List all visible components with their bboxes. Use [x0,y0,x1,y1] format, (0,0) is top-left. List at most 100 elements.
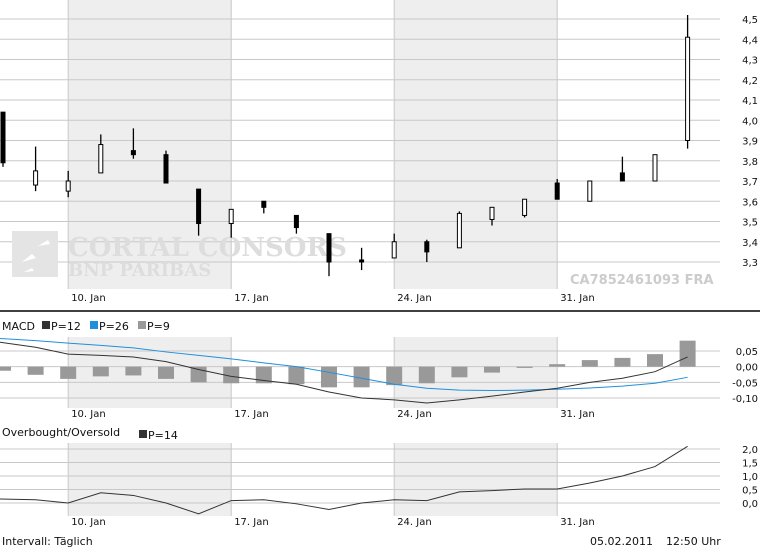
macd-legend: MACD P=12 P=26 P=9 [2,320,170,333]
watermark-brand: CORTAL CONSORS [68,233,347,263]
legend-swatch-p14 [139,430,147,438]
candle-up [522,198,528,216]
candle-up [391,241,397,259]
candle-down [261,200,267,208]
macd-signal-line [0,337,688,391]
histogram-bar [288,366,305,385]
histogram-bar [125,366,142,376]
isin-label: CA7852461093 FRA [570,273,714,288]
macd-title: MACD [2,320,35,333]
candle-down [130,150,136,156]
candle-down [619,172,625,182]
histogram-bar [581,360,598,367]
y-tick-label: 0,05 [736,347,758,358]
y-tick-label: 4,1 [742,96,758,107]
week-band [394,337,558,408]
y-tick-label: 0,0 [742,499,758,510]
histogram-bar [679,340,696,367]
candle-down [554,182,560,200]
candle-up [456,212,462,249]
obos-title: Overbought/Oversold [2,426,120,439]
y-tick-label: 0,5 [742,486,758,497]
candle-down [326,233,332,263]
candle-down [359,259,365,263]
y-tick-label: 2,0 [742,445,758,456]
candle-down [163,154,169,184]
week-band [68,337,232,408]
candle-up [33,170,39,186]
y-tick-label: 3,6 [742,197,758,208]
histogram-bar [418,366,435,384]
x-tick-label: 10. Jan [71,409,106,420]
candle-up [652,154,658,182]
histogram-bar [549,364,566,367]
watermark-sub: BNP PARIBAS [68,260,211,281]
histogram-bar [386,366,403,386]
candle-down [424,241,430,253]
x-tick-label: 31. Jan [560,293,595,304]
candle-up [587,180,593,202]
x-tick-label: 17. Jan [234,409,269,420]
x-tick-label: 24. Jan [397,517,432,528]
candle-down [293,214,299,229]
histogram-bar [321,366,337,388]
y-tick-label: 3,9 [742,137,758,148]
watermark-logo: CORTAL CONSORS BNP PARIBAS [12,231,347,281]
histogram-bar [451,366,468,378]
histogram-bar [27,366,44,375]
candle-down [196,188,202,225]
y-tick-label: 4,0 [742,116,758,127]
legend-p14: P=14 [148,429,178,442]
legend-p26: P=26 [99,320,129,333]
histogram-bar [158,366,174,379]
y-tick-label: -0,10 [732,394,758,405]
histogram-bar [92,366,109,377]
x-tick-label: 31. Jan [560,409,595,420]
histogram-bar [255,366,272,384]
histogram-bar [484,366,500,373]
y-tick-label: 4,2 [742,76,758,87]
week-band [68,443,232,516]
x-tick-label: 10. Jan [71,293,106,304]
interval-label: Intervall: Täglich [2,535,93,548]
bnp-logo-icon [12,231,58,277]
legend-swatch-p12 [42,321,50,329]
week-band [394,0,558,289]
histogram-bar [516,366,533,368]
overbought-oversold-line [0,445,688,515]
date-label: 05.02.2011 [590,535,653,548]
candle-up [489,206,495,220]
legend-swatch-p26 [90,321,98,329]
obos-legend: Overbought/Oversold P=14 [2,426,178,442]
week-band [68,0,232,289]
histogram-bar [353,366,370,388]
x-tick-label: 10. Jan [71,517,106,528]
week-band [394,443,558,516]
y-tick-label: 1,5 [742,459,758,470]
macd-line [0,341,688,404]
candle-up [685,36,691,141]
y-tick-label: 3,8 [742,157,758,168]
y-tick-label: 4,5 [742,15,758,26]
y-tick-label: -0,05 [732,378,758,389]
legend-p12: P=12 [51,320,81,333]
legend-p9: P=9 [147,320,170,333]
histogram-bar [223,366,240,384]
y-tick-label: 3,4 [742,238,758,249]
y-tick-label: 3,5 [742,218,758,229]
x-tick-label: 17. Jan [234,293,269,304]
candle-down [0,111,6,164]
candle-up [65,180,71,192]
y-tick-label: 3,3 [742,258,758,269]
y-tick-label: 0,00 [736,363,758,374]
x-tick-label: 17. Jan [234,517,269,528]
histogram-bar [0,366,11,371]
candle-up [98,144,104,174]
candle-up [228,208,234,225]
y-tick-label: 4,4 [742,35,758,46]
legend-swatch-p9 [138,321,146,329]
x-tick-label: 24. Jan [397,409,432,420]
y-tick-label: 4,3 [742,56,758,67]
y-tick-label: 3,7 [742,177,758,188]
